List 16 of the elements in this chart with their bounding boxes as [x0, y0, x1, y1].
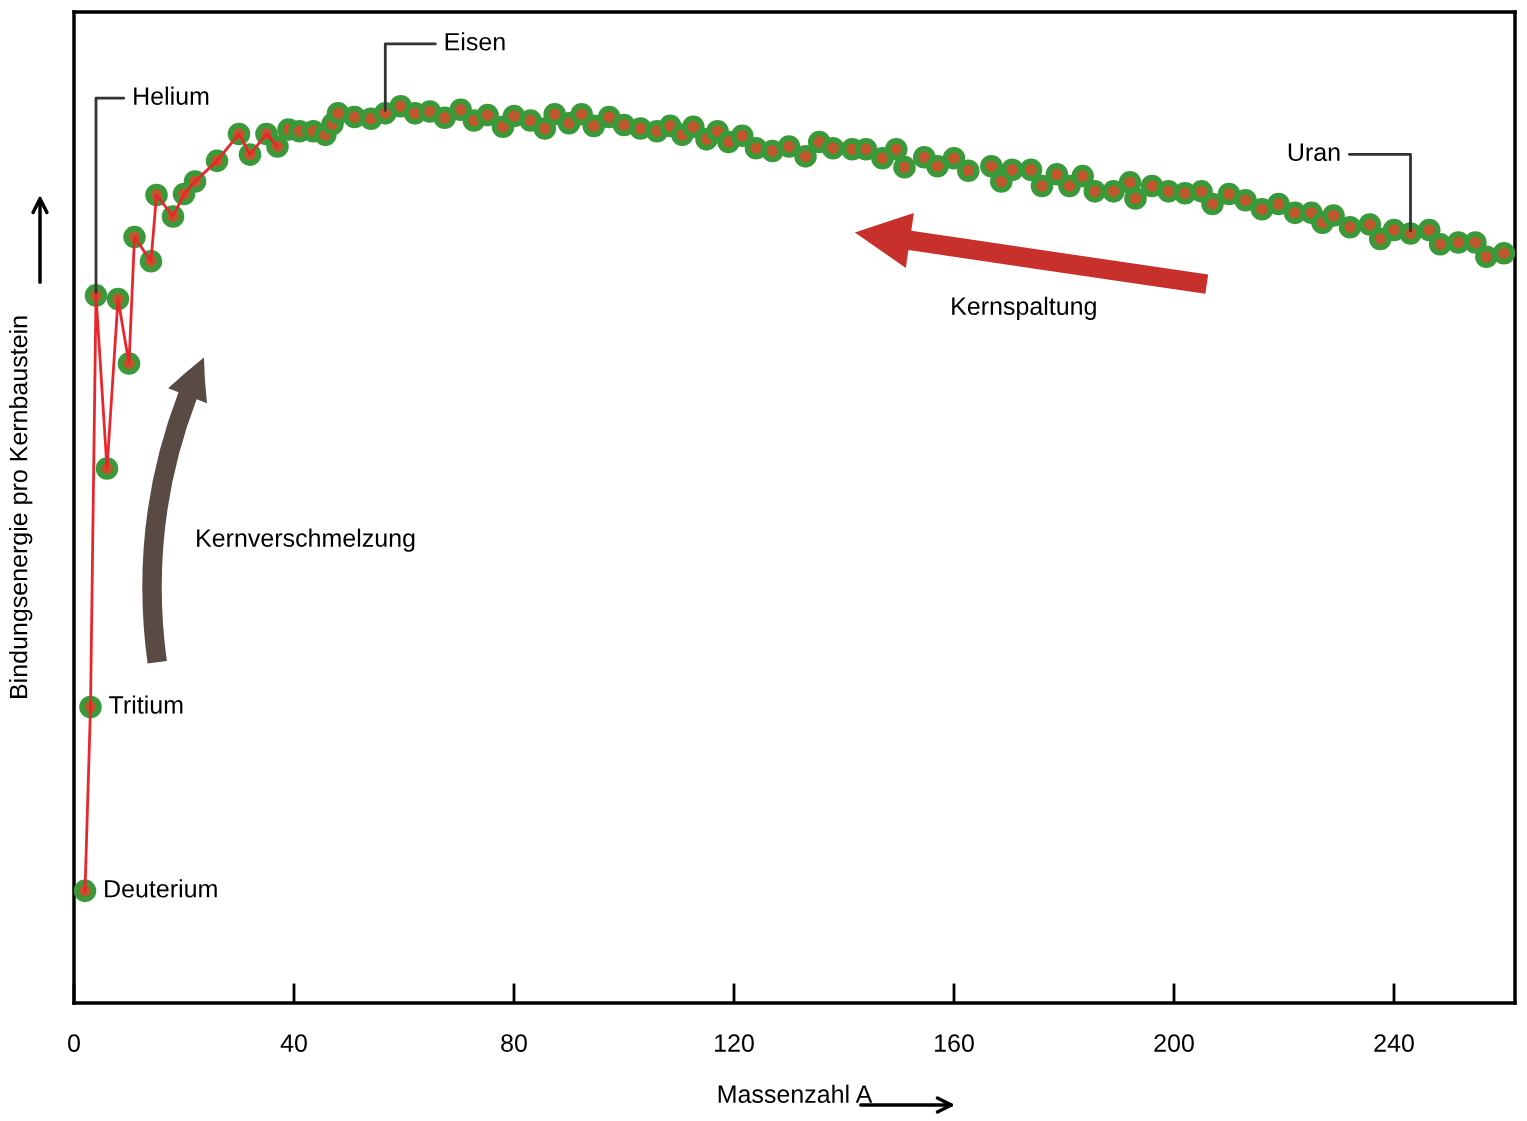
annotation: Kernspaltung: [952, 296, 1096, 320]
annotation: Deuterium: [105, 879, 217, 898]
y-axis-title: Bindungsenergie pro Kernbaustein: [9, 316, 33, 698]
x-tick-label: 120: [715, 1034, 754, 1052]
annotation: Eisen: [445, 32, 505, 51]
x-tick-label: 40: [280, 1034, 307, 1052]
annotation: Helium: [134, 86, 209, 105]
x-axis-title: Massenzahl A: [718, 1084, 873, 1103]
annotation: Tritium: [109, 695, 183, 714]
annotation: Kernverschmelzung: [197, 528, 415, 552]
annotation: Uran: [1288, 143, 1340, 162]
x-tick-label: 80: [501, 1034, 527, 1052]
x-tick-label: 240: [1374, 1034, 1414, 1052]
x-tick-label: 160: [935, 1034, 974, 1052]
x-tick-label: 200: [1154, 1034, 1194, 1052]
x-tick-label: 0: [68, 1034, 80, 1052]
